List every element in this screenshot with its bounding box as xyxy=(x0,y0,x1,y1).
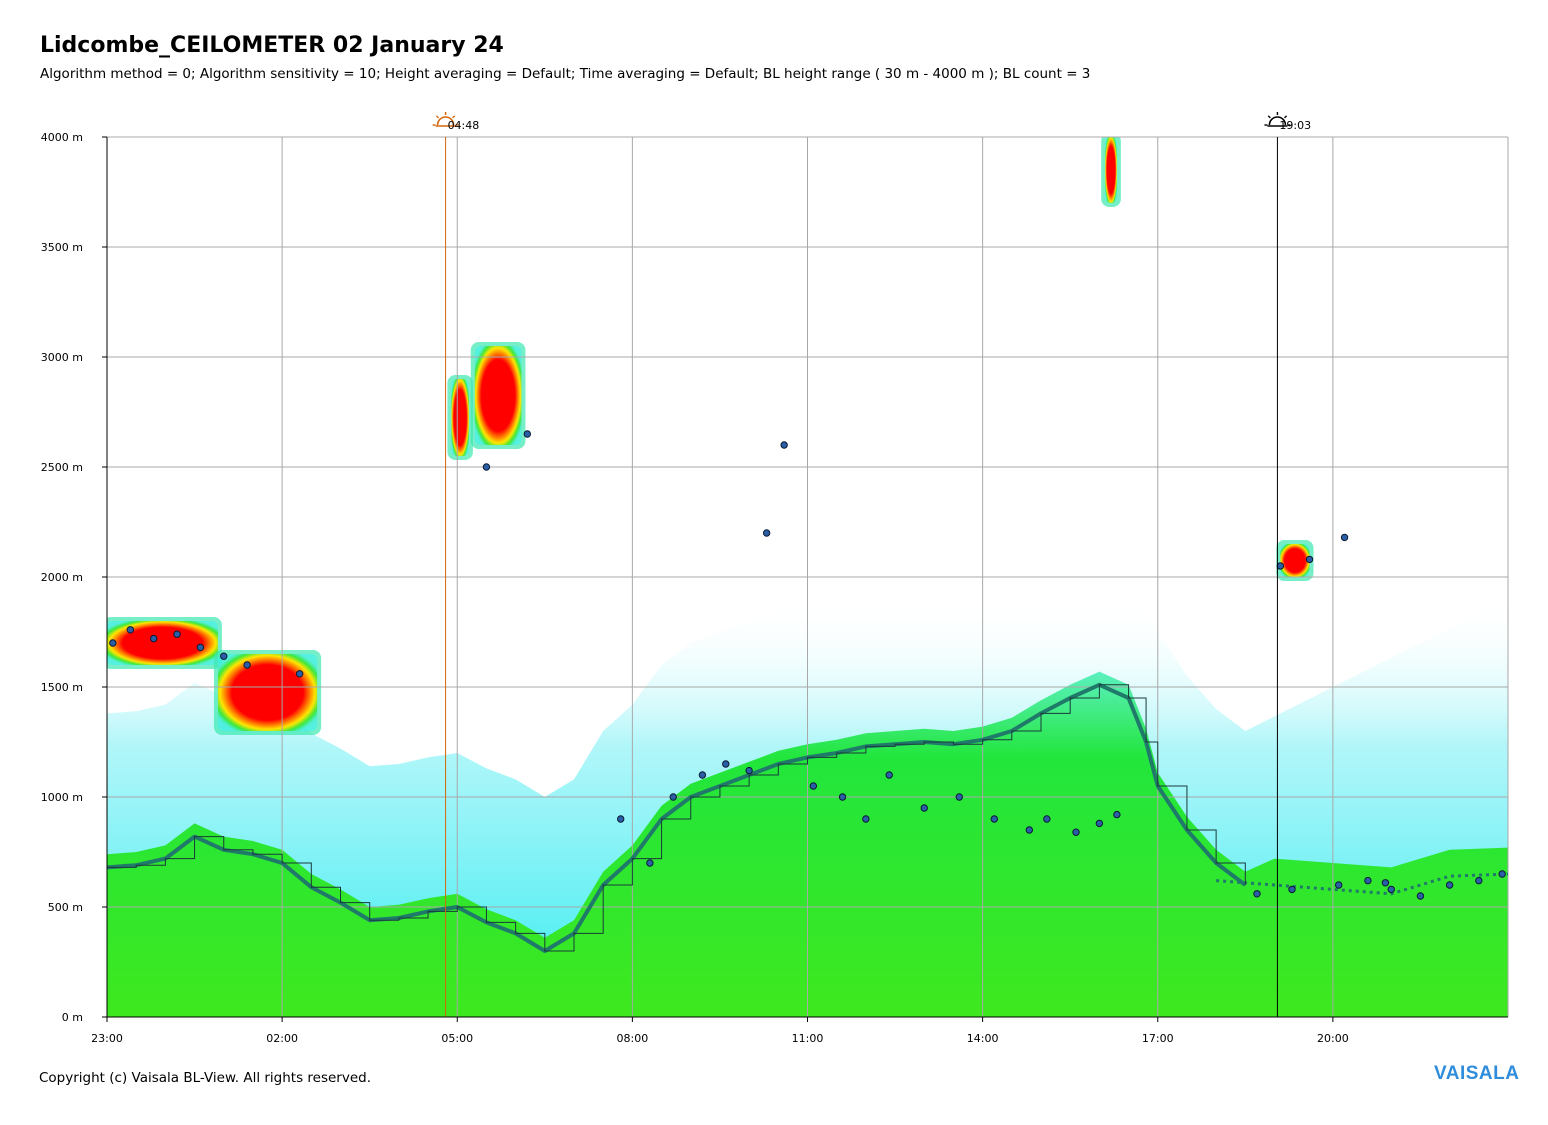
cloud-base-point xyxy=(1025,826,1034,834)
chart-subtitle: Algorithm method = 0; Algorithm sensitiv… xyxy=(40,66,1091,82)
cloud-base-point xyxy=(243,661,251,669)
cloud-base-point xyxy=(1253,890,1261,898)
cloud-base-point xyxy=(1340,533,1349,542)
cloud-base-point xyxy=(150,634,158,643)
copyright-text: Copyright (c) Vaisala BL-View. All right… xyxy=(39,1070,372,1086)
cloud-layer xyxy=(217,654,318,731)
sun-arc xyxy=(1268,116,1287,126)
cloud-base-point xyxy=(1416,892,1425,900)
cloud-base-point xyxy=(762,529,771,537)
sun-markers: 04:48 19:03 xyxy=(432,112,1311,1017)
x-tick-label: 20:00 xyxy=(1317,1032,1349,1045)
cloud-base-point xyxy=(646,859,654,867)
vaisala-logo: VAISALA xyxy=(1434,1063,1520,1084)
cloud-base-point xyxy=(1305,555,1314,564)
cloud-base-point xyxy=(1381,879,1390,887)
cloud-base-point xyxy=(780,441,788,449)
cloud-base-point xyxy=(809,782,818,790)
x-tick-label: 08:00 xyxy=(617,1032,649,1045)
cloud-base-point xyxy=(955,793,963,801)
cloud-base-point xyxy=(1498,870,1506,878)
sun-ray xyxy=(1283,115,1288,119)
cloud-layer xyxy=(107,621,218,665)
sun-arc xyxy=(436,116,455,126)
sunset-icon xyxy=(1264,112,1291,127)
x-tick-label: 14:00 xyxy=(967,1032,999,1045)
x-tick-label: 17:00 xyxy=(1142,1032,1174,1045)
chart-title: Lidcombe_CEILOMETER 02 January 24 xyxy=(40,33,504,58)
bl-height-line-evening xyxy=(1216,872,1508,896)
y-tick-label: 3000 m xyxy=(41,351,83,364)
y-tick-label: 1000 m xyxy=(41,791,83,804)
cloud-base-point xyxy=(885,771,893,779)
cloud-base-point xyxy=(1335,881,1343,889)
cloud-base-point xyxy=(1387,885,1395,894)
y-tick-label: 2500 m xyxy=(41,461,83,474)
x-tick-label: 02:00 xyxy=(266,1032,298,1045)
cloud-base-point xyxy=(669,793,677,801)
sunrise-icon xyxy=(432,112,459,127)
cloud-base-point xyxy=(482,463,491,471)
cloud-base-point xyxy=(1072,828,1080,836)
x-tick-label: 11:00 xyxy=(792,1032,824,1045)
cloud-layer xyxy=(451,379,469,456)
cloud-base-point xyxy=(722,760,730,768)
cloud-base-point xyxy=(1113,810,1121,819)
cloud-base-point xyxy=(920,804,928,812)
cloud-base-point xyxy=(109,639,117,647)
cloud-base-point xyxy=(745,766,753,775)
series-layer xyxy=(107,430,1508,953)
cloud-base-point xyxy=(295,670,304,678)
sun-ray xyxy=(435,115,439,119)
cloud-layer xyxy=(474,346,522,445)
cloud-base-point xyxy=(220,652,228,660)
cloud-base-point xyxy=(173,630,181,638)
cloud-layer xyxy=(1280,544,1310,577)
cloud-base-point xyxy=(838,793,847,801)
cloud-base-point xyxy=(1364,876,1372,885)
bl-height-step xyxy=(107,684,1246,952)
y-tick-label: 1500 m xyxy=(41,681,83,694)
sunrise-time-label: 04:48 xyxy=(448,119,480,132)
cloud-base-point xyxy=(1475,876,1483,885)
cloud-base-point xyxy=(1445,881,1454,889)
sun-ray xyxy=(452,115,456,119)
y-tick-label: 0 m xyxy=(62,1011,83,1024)
cloud-base-point xyxy=(698,771,707,779)
cloud-base-point xyxy=(523,430,531,438)
cloud-base-point xyxy=(1043,815,1051,823)
cloud-base-point xyxy=(1288,885,1296,894)
cloud-base-point xyxy=(862,815,870,823)
sunset-time-label: 19:03 xyxy=(1279,119,1311,132)
sun-ray xyxy=(1267,115,1271,119)
cloud-base-point xyxy=(126,626,135,634)
cloud-base-point xyxy=(196,643,205,652)
x-tick-label: 05:00 xyxy=(441,1032,473,1045)
cloud-base-point xyxy=(617,815,625,823)
axes: 0 m 500 m 1000 m 1500 m 2000 m 2500 m 3000 m 35… xyxy=(41,131,1508,1045)
y-tick-label: 500 m xyxy=(48,901,83,914)
backscatter-heatmap xyxy=(107,137,1508,1017)
x-tick-label: 23:00 xyxy=(91,1032,123,1045)
cloud-base-point xyxy=(990,815,998,823)
y-tick-label: 2000 m xyxy=(41,571,83,584)
cloud-layer xyxy=(1105,137,1117,203)
y-tick-label: 4000 m xyxy=(41,131,83,144)
y-tick-label: 3500 m xyxy=(41,241,83,254)
cloud-base-point xyxy=(1095,819,1104,828)
cloud-base-point xyxy=(1276,562,1285,570)
